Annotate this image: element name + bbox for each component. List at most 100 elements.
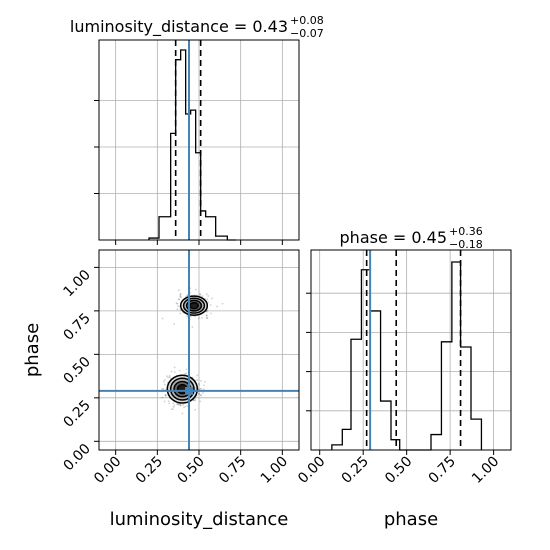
- sample-point: [209, 304, 212, 306]
- sample-point: [173, 366, 176, 369]
- luminosity-distance-title-lower-error: −0.07: [290, 27, 324, 40]
- sample-point: [198, 384, 201, 386]
- sample-point: [176, 403, 179, 406]
- y-tick-label-phase: 0.25: [60, 397, 93, 430]
- sample-point: [185, 368, 188, 371]
- sample-point: [199, 292, 202, 295]
- sample-point: [189, 315, 192, 318]
- sample-point: [205, 293, 208, 295]
- y-axis-label-phase: phase: [22, 323, 43, 377]
- sample-point: [172, 402, 175, 405]
- sample-point: [168, 376, 171, 379]
- sample-point: [170, 370, 173, 373]
- x-tick-label-luminosity-distance: 0.00: [91, 454, 124, 487]
- sample-point: [207, 295, 210, 297]
- sample-point: [179, 293, 182, 296]
- sample-point: [162, 388, 165, 390]
- phase-title-lower-error: −0.18: [449, 238, 483, 251]
- sample-point: [178, 298, 181, 301]
- sample-point: [199, 293, 202, 296]
- sample-point: [165, 388, 168, 391]
- sample-point: [184, 373, 186, 375]
- sample-point: [179, 295, 182, 298]
- sample-point: [162, 380, 165, 383]
- y-tick-label-phase: 0.75: [60, 310, 93, 343]
- sample-point: [167, 400, 170, 403]
- sample-point: [163, 378, 166, 381]
- sample-point: [200, 394, 202, 397]
- sample-point: [197, 388, 200, 390]
- sample-point: [205, 314, 208, 317]
- sample-point: [200, 380, 202, 382]
- sample-point: [173, 404, 176, 407]
- sample-point: [177, 305, 179, 307]
- sample-point: [199, 387, 201, 390]
- sample-point: [194, 399, 197, 402]
- sample-point: [163, 400, 166, 403]
- sample-point: [200, 387, 203, 390]
- sample-point: [201, 316, 204, 319]
- sample-point: [186, 294, 189, 297]
- sample-point: [196, 379, 199, 381]
- phase-title-upper-error: +0.36: [449, 225, 483, 238]
- sample-point: [186, 314, 189, 317]
- sample-point: [165, 394, 167, 397]
- sample-point: [206, 298, 209, 301]
- sample-point: [207, 301, 209, 304]
- x-tick-label-phase: 1.00: [469, 454, 502, 487]
- sample-point: [205, 317, 208, 320]
- sample-point: [165, 375, 168, 378]
- panel-frame-right: [310, 249, 512, 451]
- sample-point: [168, 374, 171, 377]
- sample-point: [172, 406, 175, 408]
- sample-point: [198, 392, 200, 395]
- sample-point: [201, 392, 204, 394]
- sample-point: [179, 292, 182, 295]
- sample-point: [167, 376, 169, 379]
- truth-marker: [185, 386, 193, 395]
- sample-point: [197, 317, 200, 320]
- luminosity-distance-title-upper-error: +0.08: [290, 14, 324, 27]
- luminosity-distance-title: luminosity_distance = 0.43: [70, 17, 288, 37]
- sample-point: [192, 399, 195, 402]
- x-axis-label-phase: phase: [384, 509, 438, 530]
- y-tick-label-phase: 1.00: [60, 267, 93, 300]
- sample-point: [179, 404, 182, 407]
- x-tick-label-luminosity-distance: 1.00: [258, 454, 291, 487]
- sample-point: [173, 323, 176, 325]
- sample-point: [194, 398, 197, 400]
- y-tick-label-phase: 0.00: [60, 441, 93, 474]
- sample-point: [221, 302, 224, 305]
- sample-point: [170, 408, 173, 411]
- sample-point: [203, 380, 206, 383]
- luminosity-distance-histogram: [148, 49, 236, 241]
- phase-histogram: [331, 261, 483, 451]
- sample-point: [164, 394, 167, 397]
- sample-point: [180, 296, 183, 299]
- sample-point: [206, 317, 209, 319]
- sample-point: [183, 406, 185, 409]
- sample-point: [161, 387, 164, 390]
- sample-point: [173, 371, 176, 374]
- phase-title: phase = 0.45: [340, 228, 447, 247]
- sample-point: [198, 393, 201, 396]
- sample-point: [176, 308, 179, 311]
- sample-point: [178, 369, 181, 372]
- sample-point: [175, 302, 178, 305]
- sample-point: [161, 396, 164, 399]
- sample-point: [196, 374, 199, 377]
- sample-point: [211, 297, 213, 300]
- sample-point: [184, 405, 187, 408]
- sample-point: [191, 326, 194, 328]
- x-tick-label-phase: 0.50: [382, 454, 415, 487]
- sample-point: [161, 317, 164, 320]
- sample-point: [179, 294, 182, 297]
- sample-point: [178, 403, 180, 406]
- x-tick-label-luminosity-distance: 0.75: [216, 454, 249, 487]
- sample-point: [216, 305, 219, 308]
- sample-point: [203, 384, 206, 387]
- sample-point: [182, 403, 184, 406]
- x-axis-label-luminosity-distance: luminosity_distance: [110, 509, 289, 530]
- sample-point: [177, 289, 180, 292]
